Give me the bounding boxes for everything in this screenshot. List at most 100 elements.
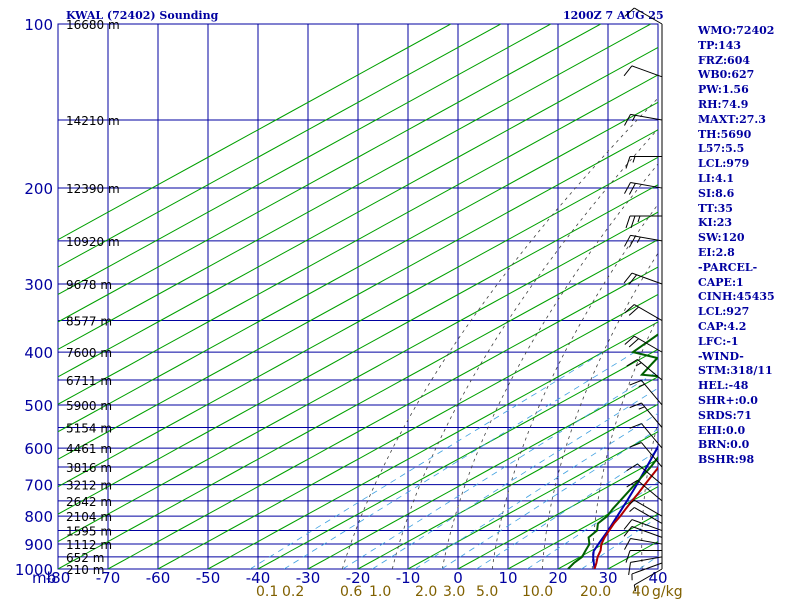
wind-barb: [625, 155, 662, 169]
index-item: SHR+:0.0: [698, 393, 758, 407]
temperature-tick-label: 0: [453, 569, 463, 587]
index-item: WB0:627: [698, 68, 755, 82]
isotherm-line: [257, 348, 658, 569]
wind-barb: [629, 402, 663, 428]
mixing-ratio-label: 10.0: [522, 584, 553, 600]
isotherm-line: [58, 24, 651, 350]
wind-barb: [631, 562, 663, 581]
index-item: WMO:72402: [698, 24, 775, 37]
index-item: LCL:927: [698, 305, 750, 319]
pressure-tick-label: 600: [24, 440, 53, 458]
pressure-tick-label: 800: [24, 508, 53, 526]
temperature-tick-label: -10: [396, 569, 421, 587]
isotherm-line: [58, 24, 601, 323]
temperature-tick-label: 30: [598, 569, 617, 587]
isotherm-line: [307, 376, 658, 569]
isotherm-line: [58, 74, 658, 405]
index-item: HEL:-48: [698, 379, 749, 393]
wind-barb: [626, 479, 663, 502]
isotherm-line: [58, 24, 501, 268]
isotherm-line: [58, 101, 658, 433]
pressure-tick-label: 500: [24, 397, 53, 415]
isotherm-line: [207, 321, 658, 569]
height-label: 14210 m: [66, 114, 120, 128]
index-item: BSHR:98: [698, 453, 755, 467]
height-label: 5154 m: [66, 421, 112, 435]
height-label: 4461 m: [66, 442, 112, 456]
mixing-ratio-line: [581, 516, 658, 569]
mixing-ratio-line: [372, 387, 658, 569]
wind-barb: [629, 379, 663, 406]
mixing-ratio-label: 20.0: [580, 584, 611, 600]
temperature-trace: [593, 466, 658, 569]
mixing-ratio-label: 0.1: [256, 584, 278, 600]
index-item: EI:2.8: [698, 245, 735, 259]
mixing-ratio-label: 40: [632, 584, 650, 600]
height-label: 8577 m: [66, 315, 112, 329]
height-label: 1595 m: [66, 525, 112, 539]
mixing-ratio-label: 2.0: [415, 584, 437, 600]
isotherm-line: [58, 239, 658, 569]
wind-barb: [625, 550, 662, 563]
index-item: RH:74.9: [698, 97, 749, 111]
wind-barb: [629, 507, 663, 524]
index-item: SW:120: [698, 231, 745, 245]
index-item: CAPE:1: [698, 275, 744, 289]
height-label: 652 m: [66, 551, 104, 565]
isotherm-line: [58, 24, 551, 296]
index-item: LI:4.1: [698, 171, 735, 185]
index-item: MAXT:27.3: [698, 112, 766, 126]
pressure-tick-label: 1000: [15, 561, 53, 579]
index-item: EHI:0.0: [698, 423, 746, 437]
index-item: SRDS:71: [698, 408, 752, 422]
mixing-ratio-line: [476, 449, 658, 569]
index-item: BRN:0.0: [698, 438, 750, 452]
wind-barb: [629, 499, 663, 517]
mixing-ratio-label: 1.0: [369, 584, 391, 600]
mixing-ratio-line: [414, 412, 658, 569]
pressure-tick-label: 100: [24, 16, 53, 34]
wind-barb: [626, 359, 663, 381]
index-item: LFC:-1: [698, 334, 739, 348]
index-item: CINH:45435: [698, 290, 775, 304]
height-label: 2104 m: [66, 510, 112, 524]
index-item: STM:318/11: [698, 364, 773, 378]
isotherm-line: [58, 211, 658, 543]
temperature-tick-label: 20: [548, 569, 567, 587]
height-label: 12390 m: [66, 182, 120, 196]
height-label: 1112 m: [66, 538, 112, 552]
wind-barb: [629, 423, 663, 449]
dewpoint-trace: [567, 333, 658, 569]
wind-barb: [629, 442, 663, 468]
index-item: TH:5690: [698, 127, 752, 141]
height-label: 3212 m: [66, 479, 112, 493]
wind-barb: [624, 113, 663, 126]
height-label: 2642 m: [66, 495, 112, 509]
index-item: L57:5.5: [698, 142, 745, 156]
isotherm-line: [157, 293, 658, 569]
temperature-tick-label: -60: [146, 569, 171, 587]
height-label: 7600 m: [66, 346, 112, 360]
mixing-ratio-label: 0.2: [282, 584, 304, 600]
index-item: -PARCEL-: [698, 260, 758, 274]
valid-time: 1200Z 7 AUG 25: [563, 9, 664, 22]
index-item: PW:1.56: [698, 83, 749, 97]
mixing-ratio-label: 3.0: [443, 584, 465, 600]
index-item: FRZ:604: [698, 53, 751, 67]
dry-adiabat-line: [781, 24, 800, 569]
wind-barb: [624, 7, 663, 25]
index-item: TT:35: [698, 201, 733, 215]
index-item: TP:143: [698, 38, 742, 52]
index-item: KI:23: [698, 216, 733, 230]
pressure-tick-label: 700: [24, 477, 53, 495]
temperature-tick-label: 10: [498, 569, 517, 587]
wind-barb: [624, 182, 663, 195]
mixing-ratio-label: g/kg: [652, 584, 683, 600]
temperature-tick-label: -40: [246, 569, 271, 587]
isotherm-line: [357, 403, 658, 569]
height-label: 10920 m: [66, 235, 120, 249]
wind-barb: [625, 215, 662, 229]
wind-barb: [623, 525, 663, 538]
isotherm-line: [407, 431, 658, 569]
